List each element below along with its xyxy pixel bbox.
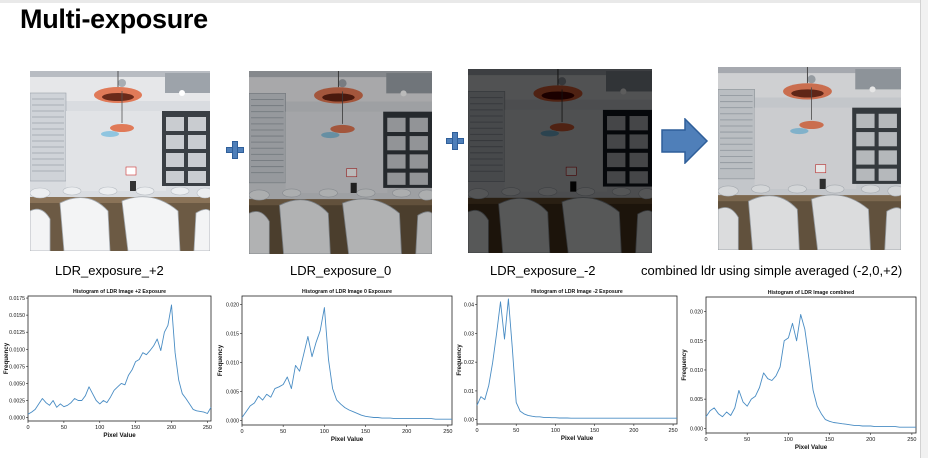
chart-title: Histogram of LDR Image 0 Exposure xyxy=(302,289,392,295)
y-tick-label: 0.010 xyxy=(690,368,703,374)
x-tick-label: 250 xyxy=(668,428,677,434)
histogram-plus2-svg: Histogram of LDR Image +2 Exposure 0 50 100… xyxy=(3,289,212,439)
ldr-exposure-minus2-photo xyxy=(468,69,652,253)
x-tick-label: 150 xyxy=(825,437,834,443)
y-tick-label: 0.04 xyxy=(464,303,474,309)
histogram-line xyxy=(476,298,677,419)
histogram-line xyxy=(705,314,916,428)
x-tick-label: 150 xyxy=(361,429,370,435)
caption-ldr-exposure-minus2: LDR_exposure_-2 xyxy=(490,263,596,278)
y-tick-label: 0.0175 xyxy=(9,296,25,302)
y-tick-label: 0.0150 xyxy=(9,313,25,319)
y-tick-label: 0.015 xyxy=(226,332,239,338)
x-tick-label: 0 xyxy=(240,429,243,435)
x-tick-label: 100 xyxy=(784,437,793,443)
y-tick-label: 0.02 xyxy=(464,360,474,366)
y-axis-label: Frequency xyxy=(456,344,463,376)
y-tick-label: 0.0025 xyxy=(9,399,25,405)
histogram-line xyxy=(241,307,452,420)
x-tick-label: 100 xyxy=(551,428,560,434)
x-tick-label: 200 xyxy=(629,428,638,434)
histogram-plus2-chart: Histogram of LDR Image +2 Exposure 0 50 100… xyxy=(0,283,215,448)
y-tick-label: 0.020 xyxy=(690,310,703,316)
histogram-combined-svg: Histogram of LDR Image combined 0 50 100 150… xyxy=(681,290,917,451)
chart-title: Histogram of LDR Image +2 Exposure xyxy=(73,289,166,295)
x-tick-label: 50 xyxy=(280,429,286,435)
x-tick-label: 150 xyxy=(590,428,599,434)
histogram-0-chart: Histogram of LDR Image 0 Exposure 0 50 100 1… xyxy=(212,286,455,451)
y-tick-label: 0.005 xyxy=(690,397,703,403)
y-tick-label: 0.00 xyxy=(464,418,474,424)
x-tick-label: 0 xyxy=(704,437,707,443)
x-tick-label: 50 xyxy=(61,425,67,431)
x-tick-label: 200 xyxy=(866,437,875,443)
x-axis-label: Pixel Value xyxy=(103,432,136,439)
x-tick-label: 100 xyxy=(320,429,329,435)
chart-title: Histogram of LDR Image combined xyxy=(768,290,854,296)
caption-ldr-exposure-0: LDR_exposure_0 xyxy=(290,263,392,278)
histogram-0-svg: Histogram of LDR Image 0 Exposure 0 50 100 1… xyxy=(217,289,453,443)
y-tick-label: 0.000 xyxy=(226,418,239,424)
plot-frame xyxy=(476,295,678,425)
slide-title: Multi-exposure xyxy=(20,4,208,34)
y-tick-label: 0.000 xyxy=(690,426,703,432)
caption-combined-ldr: combined ldr using simple averaged (-2,0… xyxy=(641,263,903,278)
plot-frame xyxy=(241,295,453,426)
x-tick-label: 100 xyxy=(95,425,104,431)
y-tick-label: 0.0000 xyxy=(9,416,25,422)
combined-ldr-photo xyxy=(718,67,901,250)
x-tick-label: 200 xyxy=(402,429,411,435)
slide-right-edge xyxy=(920,0,928,458)
histogram-line xyxy=(27,304,212,415)
histogram-combined-chart: Histogram of LDR Image combined 0 50 100 150… xyxy=(678,287,920,455)
x-tick-label: 250 xyxy=(203,425,212,431)
plot-frame xyxy=(705,296,917,434)
plus-icon xyxy=(446,132,464,150)
x-tick-label: 250 xyxy=(907,437,916,443)
x-axis-label: Pixel Value xyxy=(331,436,364,443)
y-tick-label: 0.01 xyxy=(464,389,474,395)
ldr-exposure-0-photo xyxy=(249,71,432,254)
right-arrow-icon xyxy=(661,118,709,164)
y-tick-label: 0.020 xyxy=(226,303,239,309)
y-tick-label: 0.0125 xyxy=(9,330,25,336)
ldr-exposure-plus2-photo xyxy=(30,71,210,251)
y-tick-label: 0.005 xyxy=(226,389,239,395)
y-axis-label: Frequency xyxy=(681,349,688,381)
x-axis-label: Pixel Value xyxy=(795,444,828,451)
y-tick-label: 0.03 xyxy=(464,331,474,337)
x-tick-label: 50 xyxy=(513,428,519,434)
plot-frame xyxy=(27,295,212,422)
chart-title: Histogram of LDR Image -2 Exposure xyxy=(531,289,623,295)
y-axis-label: Frequency xyxy=(217,344,224,376)
x-tick-label: 250 xyxy=(443,429,452,435)
x-tick-label: 200 xyxy=(167,425,176,431)
x-tick-label: 0 xyxy=(26,425,29,431)
x-axis-label: Pixel Value xyxy=(561,435,594,442)
caption-ldr-exposure-plus2: LDR_exposure_+2 xyxy=(55,263,164,278)
histogram-minus2-svg: Histogram of LDR Image -2 Exposure 0 50 100… xyxy=(456,289,678,442)
y-tick-label: 0.0050 xyxy=(9,381,25,387)
y-tick-label: 0.0075 xyxy=(9,364,25,370)
x-tick-label: 150 xyxy=(131,425,140,431)
slide-top-edge xyxy=(0,0,928,3)
x-tick-label: 0 xyxy=(475,428,478,434)
histogram-minus2-chart: Histogram of LDR Image -2 Exposure 0 50 100… xyxy=(455,283,682,448)
x-tick-label: 50 xyxy=(744,437,750,443)
y-axis-label: Frequency xyxy=(3,342,10,374)
plus-icon xyxy=(226,141,244,159)
y-tick-label: 0.015 xyxy=(690,339,703,345)
y-tick-label: 0.010 xyxy=(226,361,239,367)
y-tick-label: 0.0100 xyxy=(9,347,25,353)
